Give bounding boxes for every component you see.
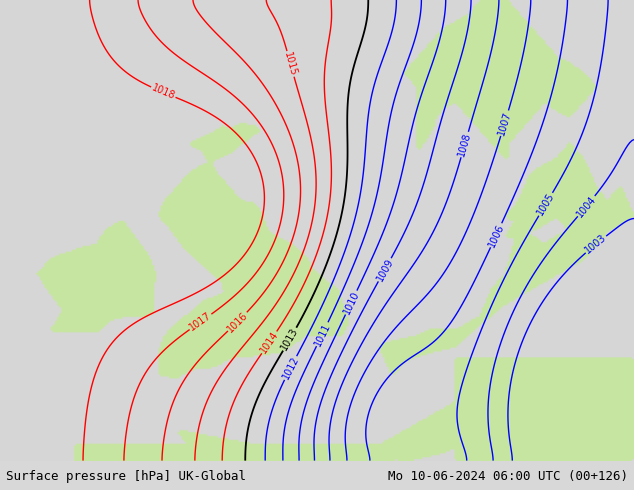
Text: Mo 10-06-2024 06:00 UTC (00+126): Mo 10-06-2024 06:00 UTC (00+126) <box>387 470 628 483</box>
Text: 1017: 1017 <box>188 311 214 333</box>
Text: 1003: 1003 <box>583 233 609 256</box>
Text: 1011: 1011 <box>313 321 332 347</box>
Text: 1005: 1005 <box>535 191 556 218</box>
Text: 1013: 1013 <box>280 326 301 352</box>
Text: 1018: 1018 <box>150 83 176 101</box>
Text: 1007: 1007 <box>496 110 513 136</box>
Text: 1010: 1010 <box>342 290 361 316</box>
Text: 1015: 1015 <box>282 50 299 77</box>
Text: 1006: 1006 <box>486 222 506 248</box>
Text: 1012: 1012 <box>280 355 301 381</box>
Text: 1014: 1014 <box>258 329 280 355</box>
Text: 1016: 1016 <box>225 310 250 334</box>
Text: 1008: 1008 <box>456 131 473 158</box>
Text: Surface pressure [hPa] UK-Global: Surface pressure [hPa] UK-Global <box>6 470 247 483</box>
Text: 1004: 1004 <box>574 194 598 219</box>
Text: 1009: 1009 <box>375 257 395 283</box>
